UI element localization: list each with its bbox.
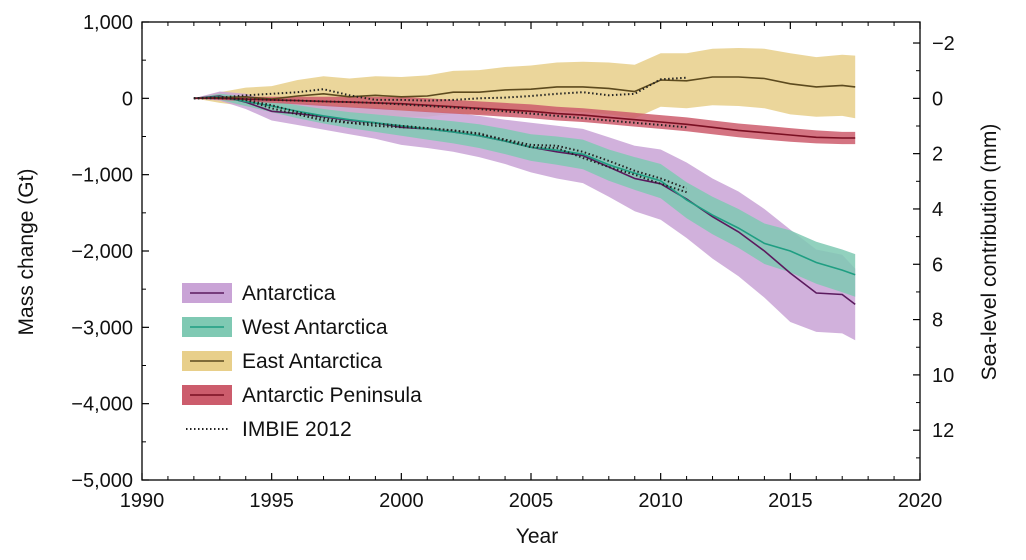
x-tick-label: 2005 [509,490,554,512]
y2-tick-label: 2 [932,144,943,166]
y-tick-label: 1,000 [83,12,133,34]
imbie-2012-line-2 [193,76,687,102]
y2-tick-label: 0 [932,88,943,110]
legend-label-antarctic-peninsula: Antarctic Peninsula [242,384,422,407]
x-tick-label: 1990 [120,490,165,512]
y-tick-label: −1,000 [71,165,133,187]
series-lines [193,76,856,306]
legend-label-west-antarctica: West Antarctica [242,316,388,339]
x-tick-label: 2010 [638,490,683,512]
line-east-antarctica [193,76,856,100]
y2-axis-title: Sea-level contribution (mm) [978,124,1001,381]
ticks: 1990 1995 2000 2005 2010 2015 20201,0000−1,000… [71,12,955,512]
y-tick-label: −5,000 [71,470,133,492]
imbie-2012-lines [193,76,687,194]
y-tick-label: 0 [122,88,133,110]
legend-label-imbie-2012: IMBIE 2012 [242,418,352,441]
legend-label-antarctica: Antarctica [242,282,336,305]
y2-tick-label: 8 [932,310,943,332]
y2-tick-label: 6 [932,254,943,276]
y-tick-label: −3,000 [71,317,133,339]
x-axis-title: Year [516,525,558,548]
uncertainty-bands [193,48,856,341]
legend: Antarctica West Antarctica East Antarctica… [182,282,422,441]
x-tick-label: 2015 [768,490,813,512]
x-tick-label: 2000 [379,490,424,512]
y-tick-label: −4,000 [71,394,133,416]
band-west-antarctica [193,93,856,297]
y2-tick-label: −2 [932,33,955,55]
x-tick-label: 1995 [249,490,294,512]
y-axis-title: Mass change (Gt) [15,169,38,336]
legend-label-east-antarctica: East Antarctica [242,350,382,373]
band-antarctic-peninsula [193,96,856,145]
y2-tick-label: 4 [932,199,943,221]
imbie-2012-line-1 [193,96,687,190]
line-west-antarctica [193,95,856,276]
y2-tick-label: 12 [932,420,954,442]
y-tick-label: −2,000 [71,241,133,263]
x-tick-label: 2020 [898,490,943,512]
y2-tick-label: 10 [932,365,954,387]
